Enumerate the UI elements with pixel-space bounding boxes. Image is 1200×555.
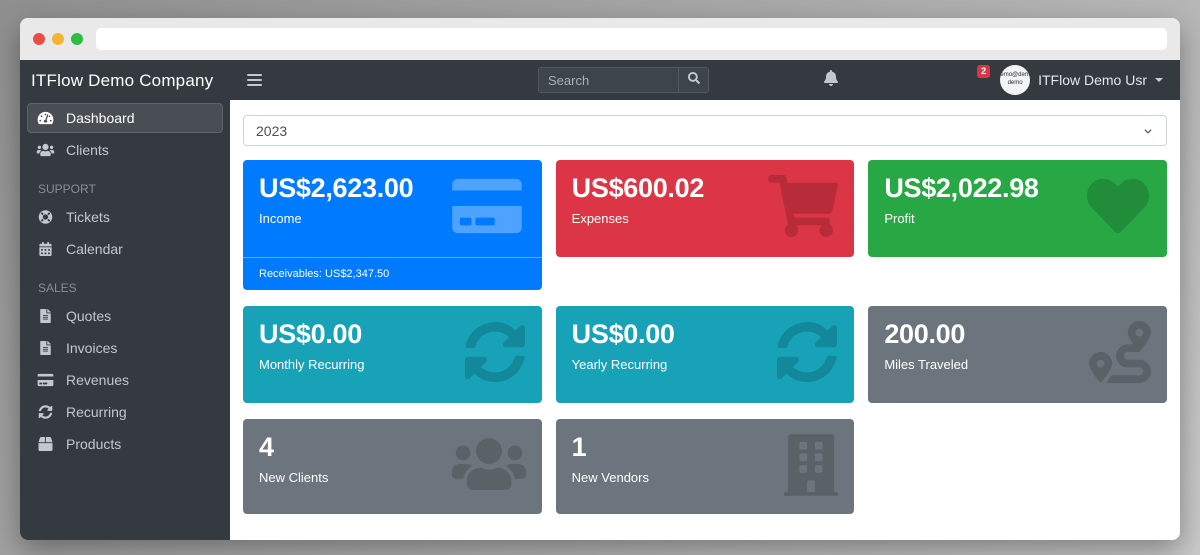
- company-brand[interactable]: ITFlow Demo Company: [31, 71, 214, 90]
- new-vendors-value: 1: [571, 432, 587, 462]
- sidebar-item-dashboard[interactable]: Dashboard: [27, 103, 223, 133]
- income-value: US$2,623.00: [259, 173, 414, 203]
- sidebar-item-calendar[interactable]: Calendar: [27, 234, 223, 264]
- notification-badge: 2: [977, 64, 991, 78]
- sidebar-item-label: Quotes: [66, 308, 112, 324]
- menu-toggle-button[interactable]: [247, 74, 262, 86]
- heart-icon: [1085, 175, 1151, 242]
- search-button[interactable]: [678, 67, 709, 93]
- income-receivables: Receivables: US$2,347.50: [243, 257, 542, 290]
- new-clients-card: 4 New Clients: [243, 419, 542, 514]
- cards-row-2: US$0.00 Monthly Recurring US$0.00 Yearly…: [243, 306, 1167, 403]
- monthly-recurring-card: US$0.00 Monthly Recurring: [243, 306, 542, 403]
- sidebar-item-label: Invoices: [66, 340, 118, 356]
- yearly-recurring-card: US$0.00 Yearly Recurring: [555, 306, 855, 403]
- sidebar-item-label: Clients: [66, 142, 109, 158]
- cards-row-3: 4 New Clients 1 New Vendors: [243, 419, 1167, 514]
- monthly-recurring-label: Monthly Recurring: [259, 357, 365, 372]
- box-icon: [36, 437, 55, 452]
- address-bar[interactable]: [96, 28, 1167, 50]
- sidebar-item-label: Recurring: [66, 404, 127, 420]
- chevron-down-icon: [1155, 77, 1163, 86]
- sidebar-item-label: Calendar: [66, 241, 123, 257]
- browser-window: ITFlow Demo Company Dashboard Clients SU…: [20, 18, 1180, 540]
- credit-card-icon: [448, 175, 526, 242]
- credit-card-icon: [36, 373, 55, 388]
- sidebar-item-revenues[interactable]: Revenues: [27, 365, 223, 395]
- sidebar-item-quotes[interactable]: Quotes: [27, 301, 223, 331]
- sidebar-item-invoices[interactable]: Invoices: [27, 333, 223, 363]
- monthly-recurring-value: US$0.00: [259, 319, 362, 349]
- sidebar: ITFlow Demo Company Dashboard Clients SU…: [20, 60, 230, 540]
- profit-label: Profit: [884, 211, 915, 226]
- expenses-value: US$600.02: [571, 173, 705, 203]
- miles-traveled-value: 200.00: [884, 319, 966, 349]
- user-name: ITFlow Demo Usr: [1038, 72, 1147, 88]
- yearly-recurring-label: Yearly Recurring: [571, 357, 668, 372]
- year-select[interactable]: 2023: [243, 115, 1167, 146]
- search-input[interactable]: [538, 67, 678, 93]
- dashboard-content: 2023 US$2,623.00 Income Receivables: US$…: [230, 100, 1180, 540]
- sidebar-item-tickets[interactable]: Tickets: [27, 202, 223, 232]
- window-controls: [20, 33, 96, 45]
- year-select-value: 2023: [256, 122, 288, 139]
- income-card: US$2,623.00 Income Receivables: US$2,347…: [243, 160, 542, 290]
- chevron-down-icon: [1142, 123, 1154, 139]
- browser-chrome: [20, 18, 1180, 60]
- top-navbar: 2 demo@demo demo ITFlow Demo Usr: [230, 60, 1180, 100]
- new-vendors-label: New Vendors: [571, 470, 649, 485]
- users-icon: [36, 143, 55, 158]
- file-invoice-icon: [36, 341, 55, 356]
- new-clients-value: 4: [259, 432, 274, 462]
- profit-value: US$2,022.98: [884, 173, 1039, 203]
- sync-icon: [776, 321, 838, 388]
- users-icon: [452, 434, 526, 499]
- cards-row-1: US$2,623.00 Income Receivables: US$2,347…: [243, 160, 1167, 290]
- navbar-search: [538, 67, 709, 93]
- sidebar-nav: Dashboard Clients SUPPORT Tickets Calend…: [20, 99, 230, 465]
- miles-traveled-label: Miles Traveled: [884, 357, 969, 372]
- sidebar-section-support: SUPPORT: [38, 182, 96, 196]
- shopping-cart-icon: [768, 175, 838, 242]
- yearly-recurring-value: US$0.00: [571, 319, 675, 349]
- sidebar-item-label: Tickets: [66, 209, 110, 225]
- tachometer-icon: [36, 111, 55, 126]
- close-button[interactable]: [33, 33, 45, 45]
- sidebar-item-label: Products: [66, 436, 122, 452]
- route-icon: [1089, 321, 1151, 388]
- user-menu[interactable]: demo@demo demo ITFlow Demo Usr: [1000, 65, 1163, 95]
- new-vendors-card: 1 New Vendors: [555, 419, 855, 514]
- expenses-label: Expenses: [571, 211, 629, 226]
- minimize-button[interactable]: [52, 33, 64, 45]
- new-clients-label: New Clients: [259, 470, 329, 485]
- income-label: Income: [259, 211, 302, 226]
- calendar-icon: [36, 242, 55, 257]
- sync-icon: [464, 321, 526, 388]
- sidebar-item-clients[interactable]: Clients: [27, 135, 223, 165]
- miles-traveled-card: 200.00 Miles Traveled: [868, 306, 1167, 403]
- sidebar-item-recurring[interactable]: Recurring: [27, 397, 223, 427]
- navbar-right: 2 demo@demo demo ITFlow Demo Usr: [681, 64, 1163, 95]
- main-area: 2 demo@demo demo ITFlow Demo Usr 2023: [230, 60, 1180, 540]
- life-ring-icon: [36, 210, 55, 225]
- sidebar-item-products[interactable]: Products: [27, 429, 223, 459]
- avatar: demo@demo demo: [1000, 65, 1031, 95]
- profit-card: US$2,022.98 Profit: [868, 160, 1167, 257]
- sidebar-section-sales: SALES: [38, 281, 77, 295]
- maximize-button[interactable]: [71, 33, 83, 45]
- expenses-card: US$600.02 Expenses: [555, 160, 855, 257]
- file-icon: [36, 309, 55, 324]
- sync-icon: [36, 405, 55, 420]
- sidebar-item-label: Revenues: [66, 372, 130, 388]
- building-icon: [784, 434, 838, 501]
- notifications-button[interactable]: 2: [681, 64, 991, 91]
- sidebar-item-label: Dashboard: [66, 110, 135, 126]
- bell-icon: [681, 73, 981, 90]
- app-shell: ITFlow Demo Company Dashboard Clients SU…: [20, 60, 1180, 540]
